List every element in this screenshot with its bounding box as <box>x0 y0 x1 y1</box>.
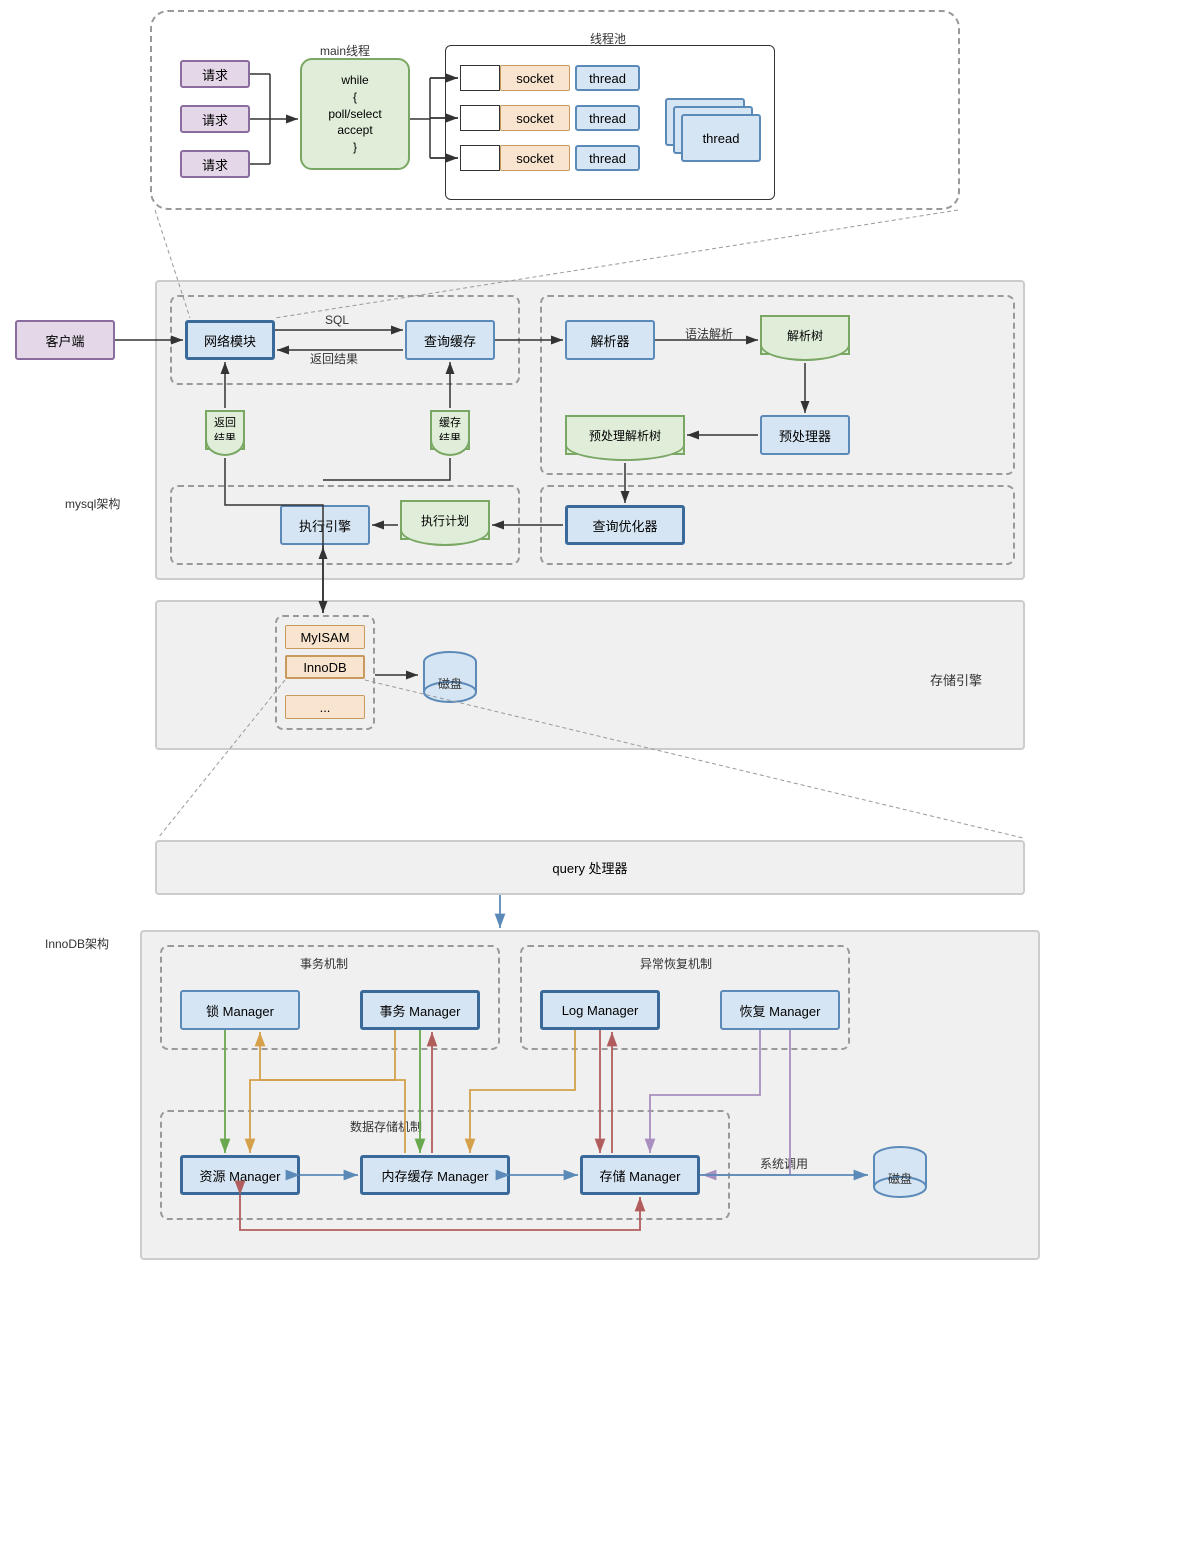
storage-manager-box: 存储 Manager <box>580 1155 700 1195</box>
disk-cylinder-2: 磁盘 <box>870 1145 930 1210</box>
storage-engine-label: 存储引擎 <box>930 670 982 689</box>
exec-engine-box: 执行引擎 <box>280 505 370 545</box>
dots-box: ... <box>285 695 365 719</box>
main-thread-title: main线程 <box>320 42 370 59</box>
parse-tree-doc: 解析树 <box>760 315 850 355</box>
thread-stack: thread <box>665 98 760 166</box>
data-storage-label: 数据存储机制 <box>350 1118 422 1135</box>
pool-row-3-thread: thread <box>575 145 640 171</box>
diagram-canvas: 请求 请求 请求 main线程 while { poll/select acce… <box>0 0 1184 1552</box>
exec-plan-doc: 执行计划 <box>400 500 490 540</box>
svg-text:磁盘: 磁盘 <box>888 1171 912 1186</box>
optimizer-box: 查询优化器 <box>565 505 685 545</box>
return-result-doc: 返回 结果 <box>205 410 245 450</box>
tx-manager-box: 事务 Manager <box>360 990 480 1030</box>
preprocess-tree-doc: 预处理解析树 <box>565 415 685 455</box>
pool-row-3-socket: socket <box>500 145 570 171</box>
query-processor-label: query 处理器 <box>552 858 627 877</box>
syscall-label: 系统调用 <box>760 1155 808 1172</box>
sql-label: SQL <box>325 313 349 327</box>
request-box-1: 请求 <box>180 60 250 88</box>
pool-row-2-socket: socket <box>500 105 570 131</box>
request-box-3: 请求 <box>180 150 250 178</box>
connectors <box>0 0 1184 1552</box>
memcache-manager-box: 内存缓存 Manager <box>360 1155 510 1195</box>
innodb-box: InnoDB <box>285 655 365 679</box>
query-processor-box: query 处理器 <box>155 840 1025 895</box>
preprocessor-box: 预处理器 <box>760 415 850 455</box>
pool-row-3-blank <box>460 145 500 171</box>
tx-mechanism-label: 事务机制 <box>300 955 348 972</box>
pool-row-1-socket: socket <box>500 65 570 91</box>
recovery-mechanism-label: 异常恢复机制 <box>640 955 712 972</box>
parser-box: 解析器 <box>565 320 655 360</box>
return-result-label: 返回结果 <box>310 350 358 367</box>
query-cache-box: 查询缓存 <box>405 320 495 360</box>
main-thread-box: while { poll/select accept } <box>300 58 410 170</box>
disk-cylinder-1: 磁盘 <box>420 650 480 715</box>
pool-row-2-blank <box>460 105 500 131</box>
log-manager-box: Log Manager <box>540 990 660 1030</box>
client-box: 客户端 <box>15 320 115 360</box>
pool-row-1-blank <box>460 65 500 91</box>
svg-text:磁盘: 磁盘 <box>438 676 462 691</box>
mysql-arch-label: mysql架构 <box>65 495 120 512</box>
recovery-manager-box: 恢复 Manager <box>720 990 840 1030</box>
cache-result-doc: 缓存 结果 <box>430 410 470 450</box>
pool-row-2-thread: thread <box>575 105 640 131</box>
pool-row-1-thread: thread <box>575 65 640 91</box>
syntax-parse-label: 语法解析 <box>685 325 733 342</box>
resource-manager-box: 资源 Manager <box>180 1155 300 1195</box>
request-box-2: 请求 <box>180 105 250 133</box>
myisam-box: MyISAM <box>285 625 365 649</box>
innodb-arch-label: InnoDB架构 <box>45 935 109 952</box>
lock-manager-box: 锁 Manager <box>180 990 300 1030</box>
network-module-box: 网络模块 <box>185 320 275 360</box>
